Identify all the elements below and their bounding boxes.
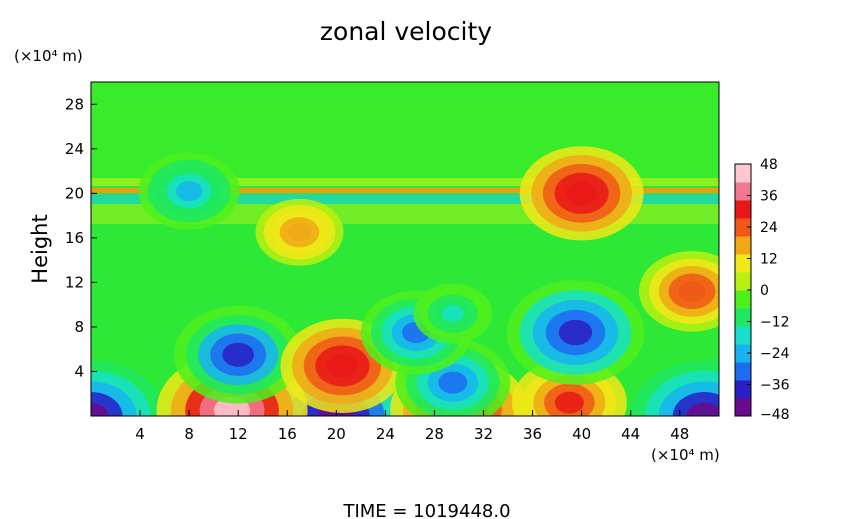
- y-tick-label: 8: [74, 318, 84, 336]
- field-features: [91, 146, 719, 416]
- field-feature-5-level-4: [554, 391, 584, 414]
- colorbar-strip: [735, 398, 751, 416]
- colorbar-strip: [735, 308, 751, 327]
- x-tick-label: 32: [474, 425, 493, 443]
- x-unit-label: (×10⁴ m): [651, 446, 720, 464]
- x-axis: 4 8 12 16 20 24 28 32 36 40 44 48: [135, 410, 689, 443]
- x-tick-label: 4: [135, 425, 145, 443]
- plot-frame: [90, 81, 720, 417]
- time-label: TIME = 1019448.0: [342, 501, 510, 519]
- x-tick-label: 28: [425, 425, 444, 443]
- field-feature-14-level-4: [566, 181, 598, 206]
- field-feature-8-level-4: [327, 354, 358, 378]
- colorbar: 48 36 24 12 0 −12 −24 −36 −48: [734, 157, 790, 423]
- chart-title: zonal velocity: [320, 17, 492, 46]
- x-tick-label: 20: [327, 425, 346, 443]
- colorbar-strip: [735, 164, 751, 183]
- colorbar-tick-label: −48: [760, 407, 790, 423]
- colorbar-strip: [735, 272, 751, 291]
- x-tick-label: 44: [621, 425, 640, 443]
- field-feature-11-level-4: [441, 305, 464, 322]
- colorbar-tick-label: 48: [760, 157, 778, 173]
- y-tick-label: 4: [74, 362, 84, 380]
- field-feature-15-level-4: [175, 181, 203, 202]
- field-feature-12-level-4: [678, 280, 706, 302]
- colorbar-tick-label: −24: [760, 346, 790, 362]
- field-feature-1-level-4: [91, 402, 109, 416]
- colorbar-strip: [735, 326, 751, 345]
- y-tick-label: 12: [65, 273, 84, 291]
- colorbar-tick-label: 24: [760, 220, 778, 236]
- heatmap-plot-area: [91, 82, 719, 416]
- x-tick-label: 8: [184, 425, 194, 443]
- colorbar-strip: [735, 380, 751, 399]
- field-feature-2-level-4: [686, 402, 719, 416]
- colorbar-strip: [735, 218, 751, 237]
- field-feature-6-level-4: [222, 342, 255, 367]
- colorbar-strip: [735, 254, 751, 273]
- colorbar-tick-label: −12: [760, 315, 790, 331]
- y-tick-label: 24: [65, 140, 84, 158]
- y-tick-label: 28: [65, 95, 84, 113]
- x-tick-label: 16: [278, 425, 297, 443]
- field-shear-band-cyan: [91, 194, 719, 204]
- x-tick-label: 24: [376, 425, 395, 443]
- colorbar-strip: [735, 236, 751, 255]
- field-feature-7-level-4: [558, 319, 593, 346]
- colorbar-strip: [735, 344, 751, 363]
- x-tick-label: 36: [523, 425, 542, 443]
- field-feature-13-level-4: [287, 223, 312, 242]
- colorbar-strip: [735, 182, 751, 201]
- colorbar-strip: [735, 290, 751, 309]
- x-tick-label: 12: [229, 425, 248, 443]
- colorbar-tick-label: 36: [760, 189, 778, 205]
- x-tick-label: 48: [670, 425, 689, 443]
- colorbar-tick-label: 0: [760, 283, 769, 299]
- colorbar-tick-label: −36: [760, 378, 790, 394]
- x-tick-label: 40: [572, 425, 591, 443]
- field-shear-band-dark: [91, 188, 719, 193]
- y-unit-label: (×10⁴ m): [14, 47, 83, 65]
- field-feature-9-level-4: [438, 371, 468, 394]
- colorbar-ticks: 48 36 24 12 0 −12 −24 −36 −48: [747, 157, 790, 423]
- y-tick-label: 20: [65, 184, 84, 202]
- field-shear-band-light: [91, 178, 719, 186]
- y-axis: 4 8 12 16 20 24 28: [65, 95, 97, 380]
- y-tick-label: 16: [65, 229, 84, 247]
- colorbar-strip: [735, 362, 751, 381]
- colorbar-strip: [735, 200, 751, 219]
- y-axis-label: Height: [28, 214, 52, 283]
- colorbar-tick-label: 12: [760, 252, 778, 268]
